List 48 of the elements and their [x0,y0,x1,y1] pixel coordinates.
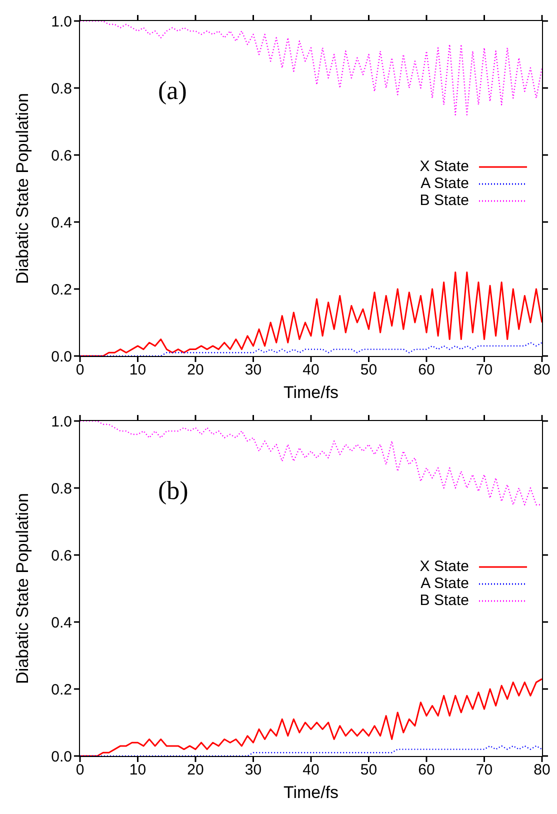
line-series [80,421,542,506]
x-tick-label: 0 [76,362,84,379]
y-tick-label: 0.4 [51,214,72,232]
legend-label: X State [420,558,469,575]
x-tick-label: 80 [534,362,550,379]
y-tick-label: 0.2 [51,281,72,298]
y-tick-label: 0.6 [51,547,72,564]
x-tick-label: 30 [244,762,262,779]
x-tick-label: 60 [418,362,435,379]
x-tick-label: 70 [476,362,493,379]
x-axis-title: Time/fs [283,783,339,802]
x-tick-label: 20 [187,362,204,379]
y-tick-label: 0.8 [51,80,72,98]
y-tick-label: 0.0 [51,748,72,766]
x-tick-label: 50 [360,362,378,379]
x-tick-label: 40 [302,762,320,779]
y-tick-label: 0.2 [51,681,72,698]
x-tick-label: 10 [129,762,146,779]
legend-label: A State [420,575,469,592]
annotation: (b) [158,476,188,506]
x-tick-label: 30 [244,362,262,379]
y-tick-label: 0.8 [51,480,72,498]
y-tick-label: 1.0 [51,413,72,430]
x-tick-label: 10 [129,362,146,379]
x-tick-label: 40 [302,362,320,379]
x-tick-label: 70 [476,762,493,779]
x-tick-label: 80 [534,762,550,779]
y-axis-title: Diabatic State Population [13,493,32,684]
line-series [80,342,542,356]
legend-label: X State [420,158,469,175]
annotation: (a) [158,76,187,106]
y-tick-label: 1.0 [51,13,72,30]
line-series [80,272,542,356]
x-tick-label: 20 [187,762,204,779]
x-tick-label: 60 [418,762,435,779]
y-tick-label: 0.4 [51,614,72,632]
legend-label: A State [420,175,469,192]
line-series [80,21,542,116]
line-series [80,678,542,756]
legend-label: B State [420,192,469,209]
line-series [80,745,542,756]
y-tick-label: 0.6 [51,147,72,164]
x-tick-label: 0 [76,762,84,779]
y-axis-title: Diabatic State Population [13,93,32,284]
y-tick-label: 0.0 [51,348,72,366]
legend-label: B State [420,592,469,609]
x-axis-title: Time/fs [283,383,339,402]
x-tick-label: 50 [360,762,378,779]
